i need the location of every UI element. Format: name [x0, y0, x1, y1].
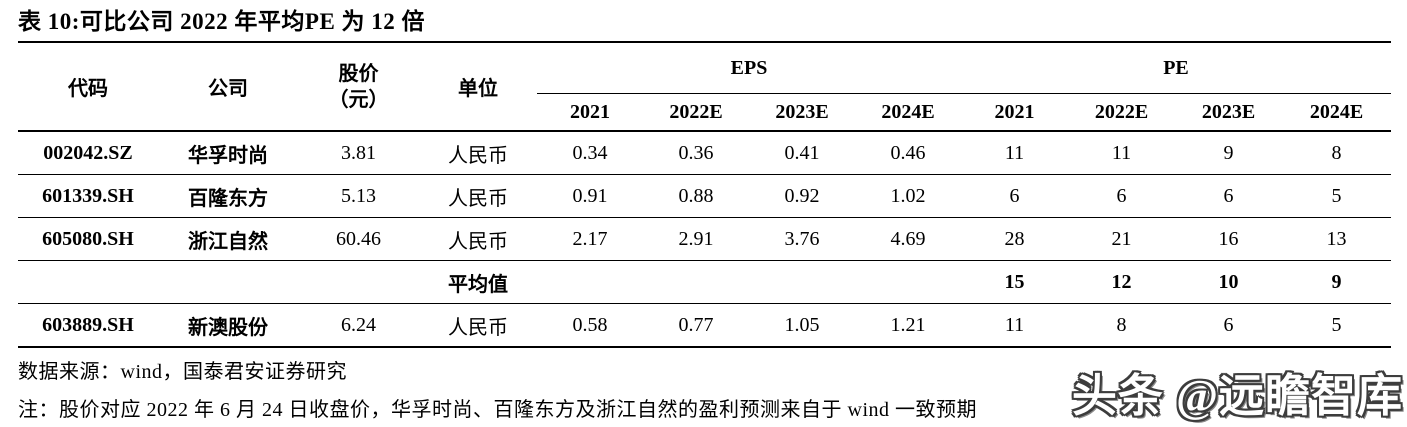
cell-eps-empty — [749, 260, 855, 304]
cell-eps-2022e: 0.77 — [643, 303, 749, 348]
cell-eps-2024e: 4.69 — [855, 217, 961, 261]
col-header-unit: 单位 — [419, 43, 537, 132]
cell-code: 601339.SH — [18, 174, 158, 218]
table-row: 603889.SH 新澳股份 6.24 人民币 0.58 0.77 1.05 1… — [18, 303, 1391, 348]
cell-pe-2021: 11 — [961, 131, 1068, 175]
cell-unit: 人民币 — [419, 131, 537, 175]
col-header-code: 代码 — [18, 43, 158, 132]
cell-company: 新澳股份 — [158, 303, 298, 348]
cell-eps-2024e: 1.02 — [855, 174, 961, 218]
cell-code-empty — [18, 260, 158, 304]
cell-avg-pe-2022e: 12 — [1068, 260, 1175, 304]
cell-eps-empty — [855, 260, 961, 304]
cell-eps-2022e: 0.36 — [643, 131, 749, 175]
cell-unit: 人民币 — [419, 303, 537, 348]
col-header-company: 公司 — [158, 43, 298, 132]
comparable-companies-table: 代码 公司 股价 （元） 单位 EPS PE 2021 2022E 2023E … — [18, 43, 1391, 348]
table-row: 002042.SZ 华孚时尚 3.81 人民币 0.34 0.36 0.41 0… — [18, 131, 1391, 175]
cell-pe-2023e: 9 — [1175, 131, 1282, 175]
average-row: 平均值 15 12 10 9 — [18, 260, 1391, 304]
cell-eps-2023e: 0.41 — [749, 131, 855, 175]
col-group-pe: PE — [961, 43, 1391, 94]
col-header-price-line2: （元） — [328, 88, 389, 111]
cell-eps-2021: 2.17 — [537, 217, 643, 261]
cell-pe-2021: 11 — [961, 303, 1068, 348]
col-header-eps-2023e: 2023E — [749, 93, 855, 132]
col-group-eps: EPS — [537, 43, 961, 94]
col-header-pe-2021: 2021 — [961, 93, 1068, 132]
average-label: 平均值 — [419, 260, 537, 304]
col-header-eps-2024e: 2024E — [855, 93, 961, 132]
col-header-pe-2022e: 2022E — [1068, 93, 1175, 132]
cell-code: 002042.SZ — [18, 131, 158, 175]
cell-pe-2023e: 6 — [1175, 174, 1282, 218]
cell-eps-empty — [643, 260, 749, 304]
table-title: 表 10:可比公司 2022 年平均PE 为 12 倍 — [18, 6, 1391, 43]
footnote-text: 注：股价对应 2022 年 6 月 24 日收盘价，华孚时尚、百隆东方及浙江自然… — [18, 399, 977, 421]
cell-eps-2023e: 3.76 — [749, 217, 855, 261]
cell-eps-2023e: 0.92 — [749, 174, 855, 218]
cell-code: 605080.SH — [18, 217, 158, 261]
col-header-eps-2021: 2021 — [537, 93, 643, 132]
cell-price-empty — [298, 260, 419, 304]
cell-avg-pe-2023e: 10 — [1175, 260, 1282, 304]
table-row: 601339.SH 百隆东方 5.13 人民币 0.91 0.88 0.92 1… — [18, 174, 1391, 218]
cell-price: 3.81 — [298, 131, 419, 175]
watermark-text: 头条 @远瞻智库 — [1071, 371, 1403, 421]
cell-pe-2022e: 11 — [1068, 131, 1175, 175]
cell-company: 华孚时尚 — [158, 131, 298, 175]
cell-eps-2021: 0.34 — [537, 131, 643, 175]
table-row: 605080.SH 浙江自然 60.46 人民币 2.17 2.91 3.76 … — [18, 217, 1391, 261]
cell-pe-2021: 6 — [961, 174, 1068, 218]
cell-pe-2024e: 5 — [1282, 174, 1391, 218]
cell-eps-2021: 0.91 — [537, 174, 643, 218]
cell-pe-2022e: 6 — [1068, 174, 1175, 218]
header-year-row: 2021 2022E 2023E 2024E 2021 2022E 2023E … — [18, 93, 1391, 132]
cell-eps-2024e: 1.21 — [855, 303, 961, 348]
col-header-eps-2022e: 2022E — [643, 93, 749, 132]
cell-company: 百隆东方 — [158, 174, 298, 218]
cell-unit: 人民币 — [419, 174, 537, 218]
col-header-price: 股价 （元） — [298, 43, 419, 132]
col-header-price-line1: 股价 — [338, 62, 379, 85]
cell-unit: 人民币 — [419, 217, 537, 261]
cell-eps-2022e: 0.88 — [643, 174, 749, 218]
cell-price: 6.24 — [298, 303, 419, 348]
cell-company-empty — [158, 260, 298, 304]
col-header-pe-2024e: 2024E — [1282, 93, 1391, 132]
cell-pe-2024e: 5 — [1282, 303, 1391, 348]
data-source-text: 数据来源：wind，国泰君安证券研究 — [18, 361, 347, 383]
cell-avg-pe-2021: 15 — [961, 260, 1068, 304]
cell-pe-2021: 28 — [961, 217, 1068, 261]
cell-price: 60.46 — [298, 217, 419, 261]
cell-eps-2023e: 1.05 — [749, 303, 855, 348]
cell-eps-2021: 0.58 — [537, 303, 643, 348]
cell-eps-2024e: 0.46 — [855, 131, 961, 175]
cell-pe-2023e: 16 — [1175, 217, 1282, 261]
cell-pe-2024e: 8 — [1282, 131, 1391, 175]
cell-company: 浙江自然 — [158, 217, 298, 261]
cell-avg-pe-2024e: 9 — [1282, 260, 1391, 304]
header-group-row: 代码 公司 股价 （元） 单位 EPS PE — [18, 43, 1391, 132]
cell-code: 603889.SH — [18, 303, 158, 348]
cell-pe-2022e: 8 — [1068, 303, 1175, 348]
col-header-pe-2023e: 2023E — [1175, 93, 1282, 132]
cell-pe-2023e: 6 — [1175, 303, 1282, 348]
cell-pe-2024e: 13 — [1282, 217, 1391, 261]
cell-pe-2022e: 21 — [1068, 217, 1175, 261]
cell-eps-2022e: 2.91 — [643, 217, 749, 261]
cell-price: 5.13 — [298, 174, 419, 218]
cell-eps-empty — [537, 260, 643, 304]
